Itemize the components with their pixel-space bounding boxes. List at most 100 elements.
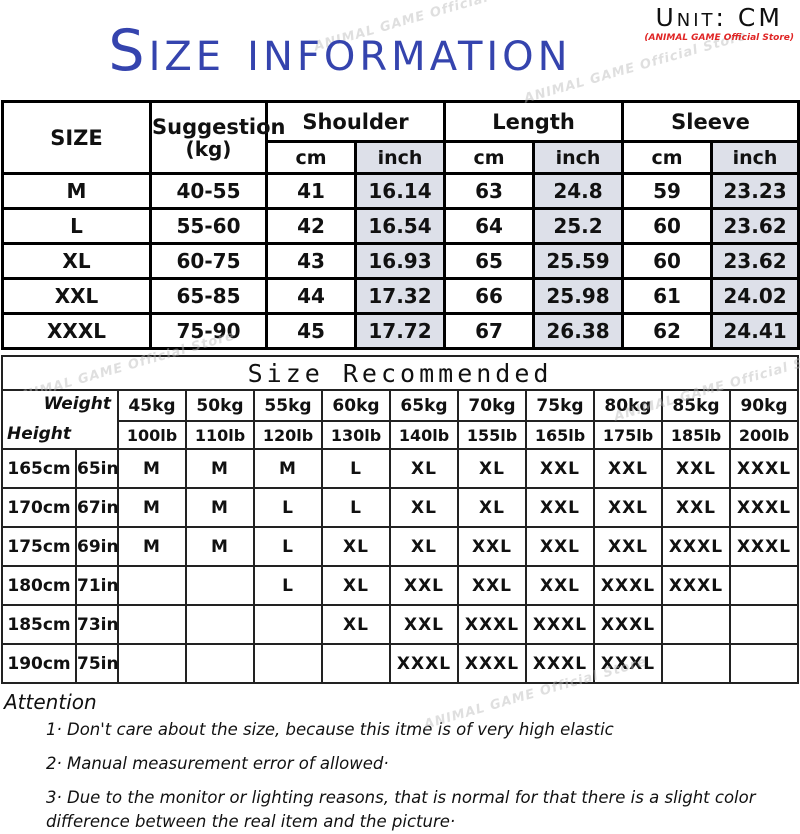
size-table-row: XL 60-75 43 16.93 65 25.59 60 23.62 (1, 242, 800, 280)
recommended-size-cell: XXL (525, 487, 595, 528)
unit-inch-header: inch (353, 140, 447, 175)
recommended-size-cell: XXXL (525, 604, 595, 645)
height-label: Height (7, 424, 71, 444)
recommend-table-row: 170cm 67in M M L L XL XL XXL XXL XXL XXXL (1, 487, 800, 528)
recommended-size-cell (321, 643, 391, 684)
height-cm-cell: 185cm (1, 604, 77, 645)
size-recommended-table: Size Recommended Weight Height 45kg 50kg… (0, 355, 800, 684)
suggestion-cell: 40-55 (149, 172, 268, 210)
recommend-table-row: 185cm 73in XL XXL XXXL XXXL XXXL (1, 604, 800, 645)
length-cm-cell: 67 (443, 312, 536, 350)
recommended-size-cell: XXXL (728, 487, 800, 528)
weight-height-diagonal-cell: Weight Height (1, 389, 119, 450)
recommend-table-body: 165cm 65in M M M L XL XL XXL XXL XXL XXXL 170cm 67in M… (1, 448, 800, 684)
unit-label: Unit: CM (655, 3, 783, 32)
sleeve-cm-cell: 60 (621, 242, 714, 280)
recommended-size-cell (117, 643, 187, 684)
size-table-row: M 40-55 41 16.14 63 24.8 59 23.23 (1, 172, 800, 210)
height-cm-cell: 165cm (1, 448, 77, 489)
unit-cm-header: cm (443, 140, 536, 175)
unit-inch-header: inch (710, 140, 800, 175)
weight-kg-header: 60kg (321, 389, 391, 422)
weight-kg-header: 90kg (728, 389, 800, 422)
suggestion-line2: (kg) (185, 136, 232, 161)
size-table-row: XXXL 75-90 45 17.72 67 26.38 62 24.41 (1, 312, 800, 350)
height-cm-cell: 170cm (1, 487, 77, 528)
recommended-size-cell: XXL (525, 448, 595, 489)
recommended-size-cell: XXL (389, 565, 459, 606)
recommended-size-cell (185, 565, 255, 606)
attention-label: Attention (4, 690, 97, 714)
height-cm-cell: 190cm (1, 643, 77, 684)
recommended-size-cell: M (117, 448, 187, 489)
recommended-size-cell: XXL (457, 565, 527, 606)
weight-lb-header: 155lb (457, 420, 527, 450)
store-label: (ANIMAL GAME Official Store) (644, 33, 794, 43)
weight-kg-header: 70kg (457, 389, 527, 422)
weight-kg-header: 45kg (117, 389, 187, 422)
shoulder-cm-cell: 45 (265, 312, 357, 350)
recommended-size-cell: XXXL (593, 643, 663, 684)
weight-kg-header: 50kg (185, 389, 255, 422)
length-group-header: Length (443, 100, 625, 143)
height-in-cell: 67in (75, 487, 119, 528)
recommended-size-cell (253, 604, 323, 645)
size-recommended-title: Size Recommended (0, 355, 800, 391)
weight-lb-header: 200lb (728, 420, 800, 450)
length-cm-cell: 65 (443, 242, 536, 280)
weight-lb-header: 165lb (525, 420, 595, 450)
recommended-size-cell: XL (321, 604, 391, 645)
unit-inch-header: inch (532, 140, 625, 175)
size-table-body: M 40-55 41 16.14 63 24.8 59 23.23 L 55-60 42 16.54 6… (1, 172, 800, 350)
length-in-cell: 25.2 (532, 207, 625, 245)
shoulder-cm-cell: 41 (265, 172, 357, 210)
suggestion-cell: 60-75 (149, 242, 268, 280)
recommended-size-cell: XXXL (457, 643, 527, 684)
recommended-size-cell: L (321, 487, 391, 528)
recommended-size-cell: L (253, 565, 323, 606)
recommended-size-cell: L (253, 526, 323, 567)
weight-lb-header: 185lb (661, 420, 731, 450)
suggestion-cell: 65-85 (149, 277, 268, 315)
length-cm-cell: 66 (443, 277, 536, 315)
weight-lb-header: 130lb (321, 420, 391, 450)
recommended-size-cell: XXL (661, 448, 731, 489)
recommended-size-cell (728, 643, 800, 684)
weight-label: Weight (43, 394, 111, 414)
size-table: SIZE Suggestion (kg) Shoulder Length Sle… (1, 100, 800, 350)
recommended-size-cell: XXXL (728, 526, 800, 567)
recommended-size-cell: M (185, 487, 255, 528)
suggestion-col-header: Suggestion (kg) (149, 100, 286, 175)
height-in-cell: 75in (75, 643, 119, 684)
sleeve-in-cell: 24.02 (710, 277, 800, 315)
recommended-size-cell (185, 604, 255, 645)
recommended-size-cell (253, 643, 323, 684)
recommended-size-cell: XXL (389, 604, 459, 645)
shoulder-cm-cell: 44 (265, 277, 357, 315)
size-table-row: XXL 65-85 44 17.32 66 25.98 61 24.02 (1, 277, 800, 315)
size-cell: XXL (1, 277, 152, 315)
size-table-row: L 55-60 42 16.54 64 25.2 60 23.62 (1, 207, 800, 245)
height-in-cell: 69in (75, 526, 119, 567)
recommended-size-cell: XL (389, 487, 459, 528)
recommended-size-cell: XXXL (728, 448, 800, 489)
recommended-size-cell: XXXL (457, 604, 527, 645)
size-col-header: SIZE (1, 100, 152, 175)
size-cell: XL (1, 242, 152, 280)
shoulder-in-cell: 17.32 (353, 277, 447, 315)
sleeve-cm-cell: 62 (621, 312, 714, 350)
attention-note: 3· Due to the monitor or lighting reason… (46, 787, 756, 831)
attention-section: Attention 1· Don't care about the size, … (4, 690, 796, 834)
suggestion-line1: Suggestion (152, 114, 286, 139)
sleeve-in-cell: 23.62 (710, 242, 800, 280)
recommended-size-cell: XXXL (389, 643, 459, 684)
shoulder-cm-cell: 43 (265, 242, 357, 280)
recommended-size-cell: M (185, 526, 255, 567)
height-in-cell: 71in (75, 565, 119, 606)
recommend-table-row: 175cm 69in M M L XL XL XXL XXL XXL XXXL XXXL (1, 526, 800, 567)
weight-kg-header: 55kg (253, 389, 323, 422)
suggestion-cell: 75-90 (149, 312, 268, 350)
weight-kg-header: 85kg (661, 389, 731, 422)
height-cm-cell: 180cm (1, 565, 77, 606)
recommended-size-cell: XXXL (661, 565, 731, 606)
